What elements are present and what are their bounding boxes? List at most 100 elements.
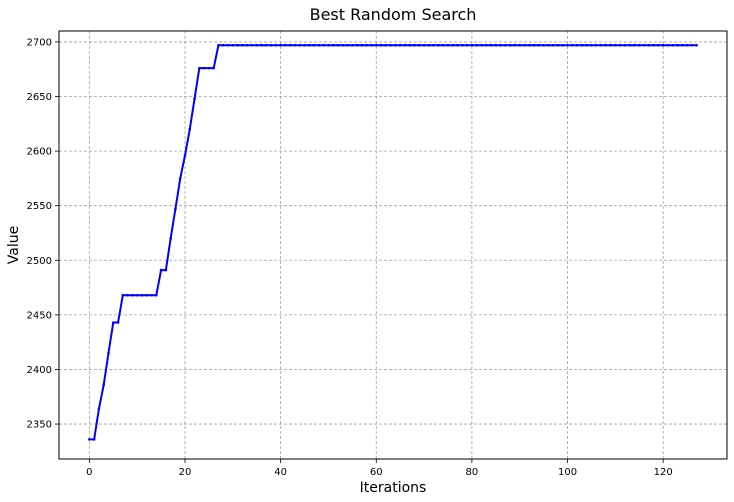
data-point	[518, 43, 522, 47]
data-point	[661, 43, 665, 47]
data-point	[618, 43, 622, 47]
data-point	[523, 43, 526, 47]
data-point	[604, 43, 608, 47]
data-point	[647, 43, 651, 47]
data-point	[131, 293, 134, 297]
data-point	[92, 438, 96, 441]
data-point	[680, 43, 684, 47]
x-tick-label: 40	[274, 467, 287, 478]
data-point	[183, 154, 187, 157]
data-point	[484, 43, 488, 47]
y-axis-label: Value	[6, 226, 22, 264]
x-axis-label: Iterations	[360, 480, 427, 496]
data-point	[107, 351, 110, 355]
data-point	[260, 43, 263, 47]
data-point	[441, 43, 445, 47]
data-point	[298, 43, 302, 47]
data-point	[360, 43, 364, 47]
data-point	[202, 66, 206, 70]
data-point	[513, 43, 517, 47]
data-point	[609, 43, 612, 47]
data-point	[279, 43, 282, 47]
data-point	[408, 43, 412, 47]
data-point	[446, 43, 450, 47]
data-point	[135, 293, 139, 297]
data-point	[221, 43, 225, 47]
data-point	[178, 177, 182, 180]
data-point	[336, 43, 340, 47]
x-tick-label: 120	[654, 467, 673, 478]
data-point	[623, 43, 627, 47]
grid	[59, 31, 727, 459]
data-point	[111, 321, 115, 324]
data-point	[489, 43, 493, 47]
data-point	[633, 43, 636, 47]
data-point	[427, 43, 431, 47]
data-point	[418, 43, 421, 47]
x-tick-label: 20	[179, 467, 192, 478]
data-point	[480, 43, 483, 47]
data-point	[590, 43, 593, 47]
data-point	[317, 43, 321, 47]
data-point	[126, 293, 129, 297]
data-point	[159, 268, 163, 272]
data-point	[556, 43, 560, 47]
data-point	[331, 43, 335, 47]
data-point	[379, 43, 383, 47]
data-point	[389, 43, 392, 47]
data-point	[274, 43, 278, 47]
data-point	[398, 43, 402, 47]
data-point	[571, 43, 574, 47]
data-point	[585, 43, 588, 47]
y-tick-label: 2350	[27, 420, 52, 431]
data-point	[690, 43, 694, 47]
data-point	[245, 43, 249, 47]
data-point	[293, 43, 297, 47]
data-point	[594, 43, 598, 47]
data-point	[456, 43, 459, 47]
data-point	[599, 43, 603, 47]
x-tick-label: 80	[466, 467, 479, 478]
data-point	[561, 43, 565, 47]
data-point	[193, 97, 196, 100]
data-point	[566, 43, 569, 47]
data-point	[255, 43, 259, 47]
data-point	[614, 43, 617, 47]
x-tick-label: 100	[558, 467, 577, 478]
data-point	[198, 66, 201, 70]
data-point	[322, 43, 325, 47]
data-point	[370, 43, 373, 47]
data-point	[695, 43, 698, 47]
chart-title: Best Random Search	[310, 5, 477, 24]
series-points-layer	[88, 43, 698, 441]
data-point	[628, 43, 631, 47]
data-point	[174, 207, 177, 211]
data-point	[461, 43, 464, 47]
data-point	[188, 127, 192, 131]
data-point	[422, 43, 426, 47]
data-point	[508, 43, 512, 47]
data-point	[413, 43, 416, 47]
data-point	[527, 43, 531, 47]
data-point	[547, 43, 550, 47]
data-point	[475, 43, 478, 47]
data-point	[437, 43, 440, 47]
data-point	[308, 43, 311, 47]
plot-area-frame	[58, 30, 728, 460]
data-point	[432, 43, 435, 47]
data-point	[312, 43, 316, 47]
data-point	[164, 268, 168, 272]
data-point	[121, 293, 125, 297]
y-tick-label: 2450	[27, 310, 52, 321]
x-tick-label: 0	[86, 467, 92, 478]
data-point	[504, 43, 507, 47]
data-point	[532, 43, 536, 47]
data-point	[212, 66, 215, 70]
y-tick-label: 2650	[27, 92, 52, 103]
data-point	[351, 43, 354, 47]
data-point	[231, 43, 235, 47]
data-point	[207, 66, 211, 70]
data-point	[236, 43, 239, 47]
